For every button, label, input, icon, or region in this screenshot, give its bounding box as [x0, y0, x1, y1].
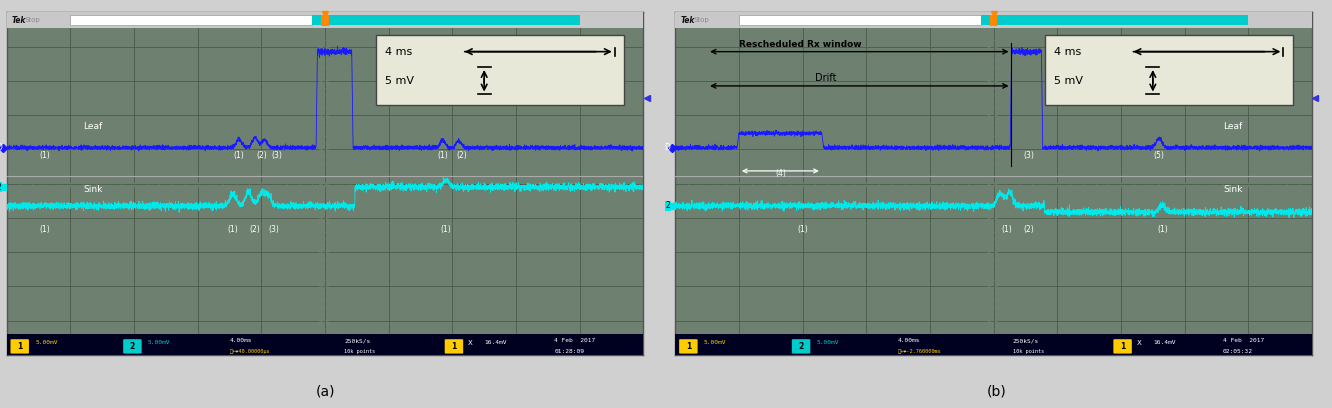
- Text: (3): (3): [269, 224, 280, 234]
- Text: 1: 1: [452, 342, 457, 351]
- Text: 5 mV: 5 mV: [1054, 76, 1083, 86]
- Bar: [71, 15, 312, 25]
- Text: 250kS/s: 250kS/s: [1012, 338, 1039, 343]
- Text: 4.00ms: 4.00ms: [229, 338, 252, 343]
- Text: (1): (1): [40, 151, 51, 160]
- Text: 2: 2: [665, 202, 670, 211]
- Text: (1): (1): [233, 151, 245, 160]
- Bar: [980, 15, 1248, 25]
- Text: (1): (1): [228, 224, 238, 234]
- Text: Sink: Sink: [83, 185, 103, 194]
- Text: Leaf: Leaf: [1223, 122, 1243, 131]
- Text: 4.00ms: 4.00ms: [898, 338, 920, 343]
- Text: (2): (2): [256, 151, 266, 160]
- Bar: [312, 15, 579, 25]
- Text: (1): (1): [40, 224, 51, 234]
- Text: 4 ms: 4 ms: [1054, 47, 1082, 57]
- Bar: [675, 12, 1312, 28]
- FancyBboxPatch shape: [679, 339, 698, 354]
- Text: 1: 1: [17, 342, 23, 351]
- Text: 4 Feb  2017: 4 Feb 2017: [554, 338, 595, 343]
- Text: 16.4mV: 16.4mV: [1154, 340, 1175, 345]
- Text: (2): (2): [1023, 224, 1034, 234]
- Text: ①+❤40.00000μs: ①+❤40.00000μs: [229, 349, 270, 354]
- Text: Drift: Drift: [815, 73, 836, 83]
- Text: (3): (3): [1023, 151, 1034, 160]
- Text: (1): (1): [1158, 224, 1168, 234]
- Text: (2): (2): [249, 224, 260, 234]
- Text: (2): (2): [457, 151, 468, 160]
- Text: (1): (1): [1002, 224, 1012, 234]
- Text: X: X: [469, 339, 473, 346]
- Text: 16.4mV: 16.4mV: [485, 340, 506, 345]
- Text: 10k points: 10k points: [344, 349, 376, 354]
- Text: D: D: [665, 143, 670, 152]
- Text: 5 mV: 5 mV: [385, 76, 414, 86]
- Text: Stop: Stop: [693, 17, 709, 23]
- Bar: [7, 12, 643, 28]
- Text: 250kS/s: 250kS/s: [344, 338, 370, 343]
- Text: 5.00mV: 5.00mV: [36, 340, 57, 345]
- Text: Rescheduled Rx window: Rescheduled Rx window: [739, 40, 862, 49]
- Bar: [990, 15, 998, 26]
- Bar: [7, 334, 643, 355]
- Text: Sink: Sink: [1223, 185, 1243, 194]
- FancyBboxPatch shape: [791, 339, 810, 354]
- Text: (1): (1): [437, 151, 448, 160]
- Text: 4 Feb  2017: 4 Feb 2017: [1223, 338, 1264, 343]
- Text: (1): (1): [798, 224, 809, 234]
- Text: 5.00mV: 5.00mV: [705, 340, 726, 345]
- FancyBboxPatch shape: [445, 339, 464, 354]
- Text: (3): (3): [272, 151, 282, 160]
- Text: 1: 1: [686, 342, 691, 351]
- Bar: [1044, 35, 1293, 105]
- Text: Leaf: Leaf: [83, 122, 103, 131]
- Text: 5.00mV: 5.00mV: [148, 340, 170, 345]
- Bar: [739, 15, 980, 25]
- FancyBboxPatch shape: [1114, 339, 1132, 354]
- Bar: [376, 35, 625, 105]
- Text: (5): (5): [1154, 151, 1164, 160]
- Text: 4 ms: 4 ms: [385, 47, 413, 57]
- Text: 02:05:32: 02:05:32: [1223, 349, 1253, 354]
- Text: (1): (1): [441, 224, 452, 234]
- Text: Tek: Tek: [12, 16, 27, 24]
- Text: 01:28:09: 01:28:09: [554, 349, 585, 354]
- FancyBboxPatch shape: [11, 339, 29, 354]
- Text: Tek: Tek: [681, 16, 695, 24]
- Text: 10k points: 10k points: [1012, 349, 1044, 354]
- Bar: [321, 15, 329, 26]
- Text: ①+❤-2.760000ms: ①+❤-2.760000ms: [898, 349, 942, 354]
- Text: Stop: Stop: [24, 17, 40, 23]
- Text: 2: 2: [129, 342, 135, 351]
- Text: 2: 2: [798, 342, 803, 351]
- FancyBboxPatch shape: [123, 339, 141, 354]
- Text: 1: 1: [1120, 342, 1126, 351]
- Text: X: X: [1138, 339, 1142, 346]
- Text: 2: 2: [0, 182, 1, 191]
- Text: (4): (4): [775, 169, 786, 178]
- Text: (b): (b): [987, 385, 1006, 399]
- Text: (a): (a): [316, 385, 334, 399]
- Text: 5.00mV: 5.00mV: [817, 340, 839, 345]
- Text: D: D: [0, 143, 1, 152]
- Bar: [675, 334, 1312, 355]
